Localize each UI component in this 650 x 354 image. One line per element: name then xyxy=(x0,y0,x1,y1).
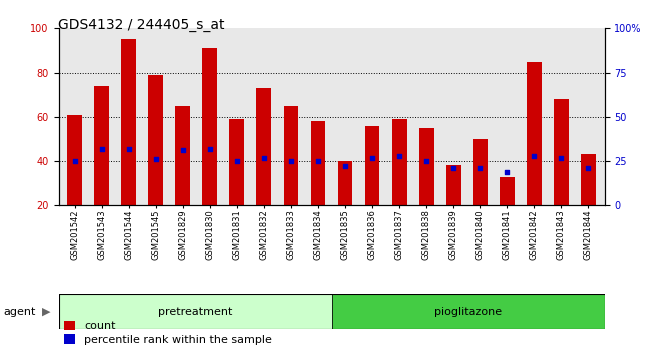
Bar xyxy=(148,75,163,205)
Legend: count, percentile rank within the sample: count, percentile rank within the sample xyxy=(64,321,272,345)
Point xyxy=(151,156,161,162)
Bar xyxy=(419,128,434,205)
Bar xyxy=(283,106,298,205)
Text: pretreatment: pretreatment xyxy=(158,307,232,316)
Bar xyxy=(365,126,380,205)
Bar xyxy=(58,294,332,329)
Text: ▶: ▶ xyxy=(42,307,51,316)
Bar xyxy=(229,119,244,205)
Point xyxy=(340,164,350,169)
Text: agent: agent xyxy=(3,307,36,316)
Point xyxy=(502,169,512,175)
Bar xyxy=(122,39,136,205)
Point xyxy=(448,165,458,171)
Bar xyxy=(473,139,488,205)
Text: GDS4132 / 244405_s_at: GDS4132 / 244405_s_at xyxy=(58,18,225,32)
Point xyxy=(286,158,296,164)
Point xyxy=(367,155,377,160)
Point xyxy=(583,165,593,171)
Bar xyxy=(554,99,569,205)
Bar xyxy=(446,166,461,205)
Point xyxy=(394,153,404,159)
Bar xyxy=(176,106,190,205)
Bar xyxy=(311,121,326,205)
Bar xyxy=(94,86,109,205)
Bar xyxy=(68,115,82,205)
Point xyxy=(259,155,269,160)
Point xyxy=(421,158,432,164)
Bar xyxy=(337,161,352,205)
Point xyxy=(231,158,242,164)
Bar xyxy=(526,62,541,205)
Bar xyxy=(202,48,217,205)
Point xyxy=(124,146,134,152)
Point xyxy=(70,158,80,164)
Point xyxy=(529,153,539,159)
Text: pioglitazone: pioglitazone xyxy=(434,307,502,316)
Point xyxy=(205,146,215,152)
Bar xyxy=(500,177,515,205)
Bar xyxy=(332,294,604,329)
Bar xyxy=(581,154,595,205)
Bar xyxy=(257,88,271,205)
Point xyxy=(177,148,188,153)
Point xyxy=(97,146,107,152)
Point xyxy=(556,155,566,160)
Bar xyxy=(392,119,406,205)
Point xyxy=(475,165,486,171)
Point xyxy=(313,158,323,164)
